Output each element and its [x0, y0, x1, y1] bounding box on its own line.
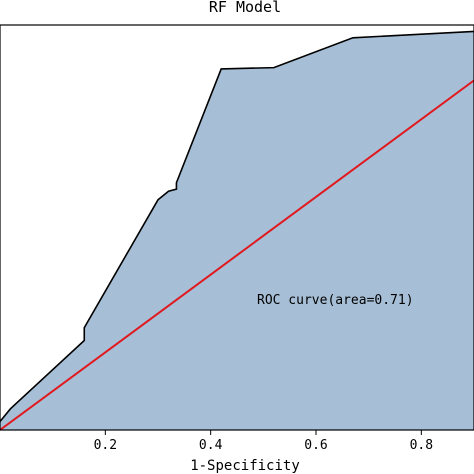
roc-curve-line [0, 30, 474, 422]
chart-title: RF Model [209, 0, 281, 16]
x-axis-label: 1-Specificity [190, 458, 300, 474]
roc-area-annotation: ROC curve(area=0.71) [257, 293, 414, 308]
x-axis-ticks: 0.2 0.4 0.6 0.8 [94, 430, 433, 453]
diagonal-reference-line [0, 79, 474, 431]
x-tick-label: 0.6 [304, 438, 327, 453]
x-tick-label: 0.2 [94, 438, 117, 453]
x-tick-label: 0.8 [410, 438, 433, 453]
plot-area [0, 30, 474, 431]
roc-area-fill [0, 31, 474, 430]
plot-frame [0, 24, 474, 431]
x-tick-label: 0.4 [199, 438, 223, 453]
